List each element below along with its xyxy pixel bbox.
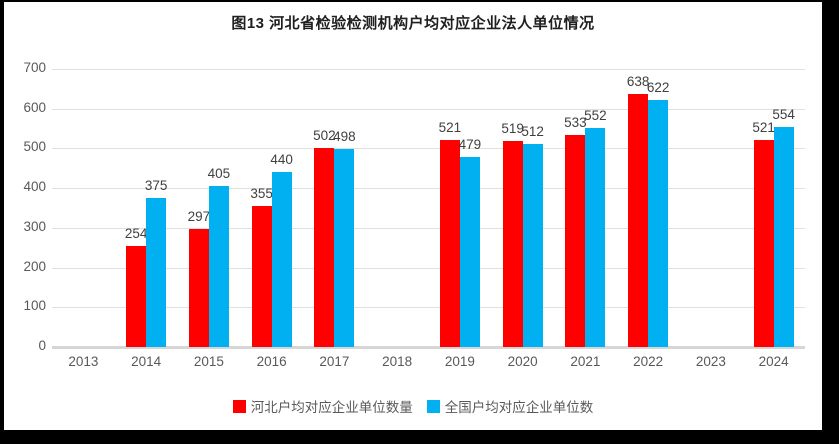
- bar-hebei-2017: [314, 147, 335, 347]
- y-tick-label-700: 700: [23, 60, 46, 75]
- legend-item-hebei: 河北户均对应企业单位数量: [232, 396, 413, 416]
- x-tick-label-2015: 2015: [193, 354, 224, 369]
- x-tick-label-2022: 2022: [633, 354, 664, 369]
- y-tick-label-600: 600: [23, 99, 46, 115]
- gridline-100: [52, 307, 805, 309]
- data-label-hebei-2021: 533: [564, 115, 587, 131]
- y-tick-label-100: 100: [23, 298, 46, 314]
- y-tick-label-0: 0: [38, 338, 46, 353]
- bar-hebei-2021: [565, 135, 586, 347]
- y-tick-label-200: 200: [23, 258, 46, 274]
- data-label-hebei-2024: 521: [752, 120, 775, 136]
- data-label-hebei-2015: 297: [187, 209, 211, 225]
- data-label-national-2022: 622: [646, 79, 670, 95]
- bar-hebei-2019: [439, 140, 460, 347]
- data-label-national-2021: 552: [584, 107, 607, 123]
- y-tick-label-400: 400: [23, 179, 46, 195]
- x-tick-label-2023: 2023: [695, 354, 726, 369]
- data-label-hebei-2019: 521: [438, 120, 462, 136]
- gridline-600: [52, 108, 805, 110]
- data-label-hebei-2016: 355: [250, 186, 273, 201]
- chart-legend: 河北户均对应企业单位数量 全国户均对应企业单位数: [4, 396, 822, 416]
- data-label-national-2020: 512: [521, 123, 544, 139]
- data-label-hebei-2020: 519: [501, 120, 524, 136]
- gridline-200: [52, 267, 805, 269]
- bar-national-2020: [522, 143, 543, 347]
- chart-title: 图13 河北省检验检测机构户均对应企业法人单位情况: [231, 15, 595, 32]
- x-tick-label-2018: 2018: [382, 354, 413, 369]
- data-label-national-2024: 554: [772, 106, 795, 122]
- legend-label-national: 全国户均对应企业单位数: [444, 400, 594, 415]
- bar-hebei-2014: [126, 246, 147, 347]
- data-label-hebei-2022: 638: [626, 73, 650, 89]
- bar-national-2021: [585, 127, 606, 347]
- bar-hebei-2022: [628, 93, 649, 347]
- x-tick-label-2016: 2016: [256, 354, 287, 369]
- x-tick-label-2019: 2019: [444, 354, 475, 369]
- legend-item-national: 全国户均对应企业单位数: [426, 396, 594, 416]
- data-label-hebei-2014: 254: [124, 226, 148, 242]
- x-tick-label-2014: 2014: [131, 354, 162, 369]
- gridline-300: [52, 227, 805, 229]
- legend-swatch-hebei: [232, 399, 246, 413]
- data-label-hebei-2017: 502: [313, 127, 336, 143]
- y-tick-label-300: 300: [23, 218, 46, 234]
- bar-national-2014: [146, 198, 167, 347]
- bar-hebei-2024: [753, 140, 774, 347]
- data-label-national-2014: 375: [144, 178, 168, 194]
- legend-swatch-national: [426, 399, 440, 413]
- data-label-national-2015: 405: [207, 166, 231, 182]
- chart-canvas: 图13 河北省检验检测机构户均对应企业法人单位情况 0 100 200 300 400 5…: [4, 2, 822, 430]
- x-tick-label-2020: 2020: [507, 354, 538, 369]
- data-label-national-2016: 440: [270, 152, 293, 168]
- bar-national-2015: [208, 186, 229, 347]
- bar-national-2022: [648, 99, 669, 347]
- gridline-700: [52, 69, 805, 70]
- data-label-national-2019: 479: [458, 136, 482, 152]
- bar-national-2016: [271, 172, 292, 347]
- x-tick-label-2017: 2017: [319, 354, 350, 369]
- x-tick-label-2021: 2021: [570, 354, 601, 369]
- bar-hebei-2016: [251, 206, 272, 347]
- data-label-national-2017: 498: [333, 129, 356, 145]
- x-tick-label-2013: 2013: [68, 354, 99, 369]
- bar-hebei-2015: [188, 229, 209, 347]
- legend-label-hebei: 河北户均对应企业单位数量: [250, 400, 413, 415]
- x-axis-line: [52, 346, 805, 349]
- gridline-400: [52, 188, 805, 190]
- gridline-500: [52, 148, 805, 150]
- bar-national-2017: [334, 149, 355, 347]
- x-tick-label-2024: 2024: [758, 354, 789, 369]
- y-tick-label-500: 500: [23, 139, 46, 155]
- bar-hebei-2020: [502, 140, 523, 347]
- bar-national-2024: [773, 126, 794, 347]
- bar-national-2019: [459, 156, 480, 347]
